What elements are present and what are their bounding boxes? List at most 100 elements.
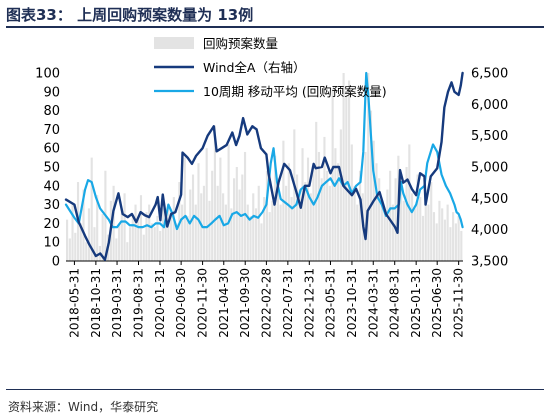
bar-mark <box>227 144 230 261</box>
bar-mark <box>326 170 329 261</box>
axes-layer: 0 10 20 30 40 50 60 70 80 90 100 3,500 4,000 4,500 5,0… <box>35 67 508 338</box>
bar-mark <box>150 223 154 261</box>
bar-mark <box>208 200 211 261</box>
bar-mark <box>211 170 214 261</box>
bar-mark <box>421 215 425 261</box>
bar-mark <box>386 189 389 261</box>
bar-mark <box>306 157 310 261</box>
bar-mark <box>287 163 290 261</box>
bar-mark <box>101 214 104 261</box>
bar-mark <box>315 121 318 261</box>
bar-mark <box>200 193 203 261</box>
right-tick-label: 4,500 <box>471 192 508 207</box>
x-tick-label: 2024-08-31 <box>388 268 402 338</box>
bar-mark <box>112 185 115 261</box>
bar-mark <box>279 204 282 261</box>
bar-mark <box>350 144 353 261</box>
right-tick-label: 6,000 <box>471 98 508 113</box>
bar-mark <box>443 219 446 261</box>
bar-mark <box>68 238 71 261</box>
bar-mark <box>410 193 414 261</box>
bar-mark <box>90 157 93 261</box>
bar-mark <box>309 193 312 261</box>
bar-mark <box>233 178 236 261</box>
bar-mark <box>334 148 337 261</box>
bar-mark <box>274 155 277 261</box>
bar-mark <box>238 189 241 261</box>
bar-mark <box>449 227 452 261</box>
bar-mark <box>115 238 118 261</box>
bar-mark <box>383 212 386 261</box>
bar-mark <box>312 167 315 261</box>
left-tick-label: 40 <box>43 179 60 194</box>
bar-mark <box>197 163 200 261</box>
bar-mark <box>345 95 348 261</box>
bar-mark <box>213 125 216 261</box>
bar-mark <box>378 178 381 261</box>
x-tick-label: 2025-11-30 <box>452 268 466 338</box>
legend-label-ma10: 10周期 移动平均 (回购预案数量) <box>203 84 387 99</box>
bar-mark <box>389 170 392 261</box>
bar-mark <box>405 167 408 261</box>
x-tick-label: 2022-02-28 <box>259 268 273 338</box>
bar-mark <box>148 204 151 261</box>
bar-mark <box>224 204 227 261</box>
bar-mark <box>167 204 170 261</box>
source-note: 资料来源：Wind，华泰研究 <box>8 400 159 414</box>
bar-mark <box>285 185 288 261</box>
bar-mark <box>96 195 99 261</box>
x-tick-label: 2020-01-31 <box>153 268 167 338</box>
bar-mark <box>128 227 132 261</box>
x-tick-label: 2019-03-31 <box>110 268 124 338</box>
wind-a-line <box>64 71 464 261</box>
bar-mark <box>137 219 140 261</box>
bar-mark <box>298 189 301 261</box>
bar-mark <box>402 200 405 261</box>
bar-mark <box>339 129 342 261</box>
bar-mark <box>235 167 238 261</box>
bar-mark <box>416 174 419 261</box>
bar-mark <box>295 174 299 261</box>
bar-mark <box>369 110 373 261</box>
bar-mark <box>170 212 173 261</box>
bar-mark <box>74 232 77 261</box>
bar-mark <box>172 197 175 261</box>
bar-mark <box>356 204 359 261</box>
left-tick-label: 30 <box>43 198 60 213</box>
bar-mark <box>293 129 296 261</box>
bar-mark <box>183 157 186 261</box>
bar-mark <box>241 174 244 261</box>
legend-swatch-bars <box>154 37 194 49</box>
bar-mark <box>85 242 88 261</box>
bar-mark <box>71 204 74 261</box>
bar-mark <box>454 223 457 261</box>
left-tick-label: 70 <box>43 123 60 138</box>
bar-mark <box>268 212 271 261</box>
bar-mark <box>394 178 397 261</box>
x-tick-label: 2023-05-31 <box>323 268 337 338</box>
left-tick-label: 10 <box>43 236 60 251</box>
x-tick-label: 2022-07-31 <box>281 268 295 338</box>
bar-mark <box>175 223 178 261</box>
title-underline <box>6 26 544 28</box>
left-tick-label: 50 <box>43 161 60 176</box>
bar-mark <box>452 212 455 261</box>
left-tick-label: 90 <box>43 85 60 100</box>
wind-a-series <box>64 71 464 261</box>
chart: 0 10 20 30 40 50 60 70 80 90 100 3,500 4,000 4,500 5,0… <box>35 36 508 338</box>
bar-mark <box>380 204 383 261</box>
x-tick-label: 2021-09-30 <box>238 268 252 338</box>
bar-mark <box>375 163 378 261</box>
bar-mark <box>413 208 416 261</box>
bar-mark <box>446 204 449 261</box>
bar-mark <box>358 170 362 261</box>
bar-mark <box>400 185 403 261</box>
bar-mark <box>364 151 367 261</box>
bar-mark <box>427 204 430 261</box>
bar-mark <box>161 208 164 261</box>
bar-mark <box>304 182 307 261</box>
bar-mark <box>222 193 225 261</box>
bar-mark <box>342 73 345 261</box>
legend-label-bars: 回购预案数量 <box>203 36 278 51</box>
left-tick-label: 80 <box>43 104 60 119</box>
